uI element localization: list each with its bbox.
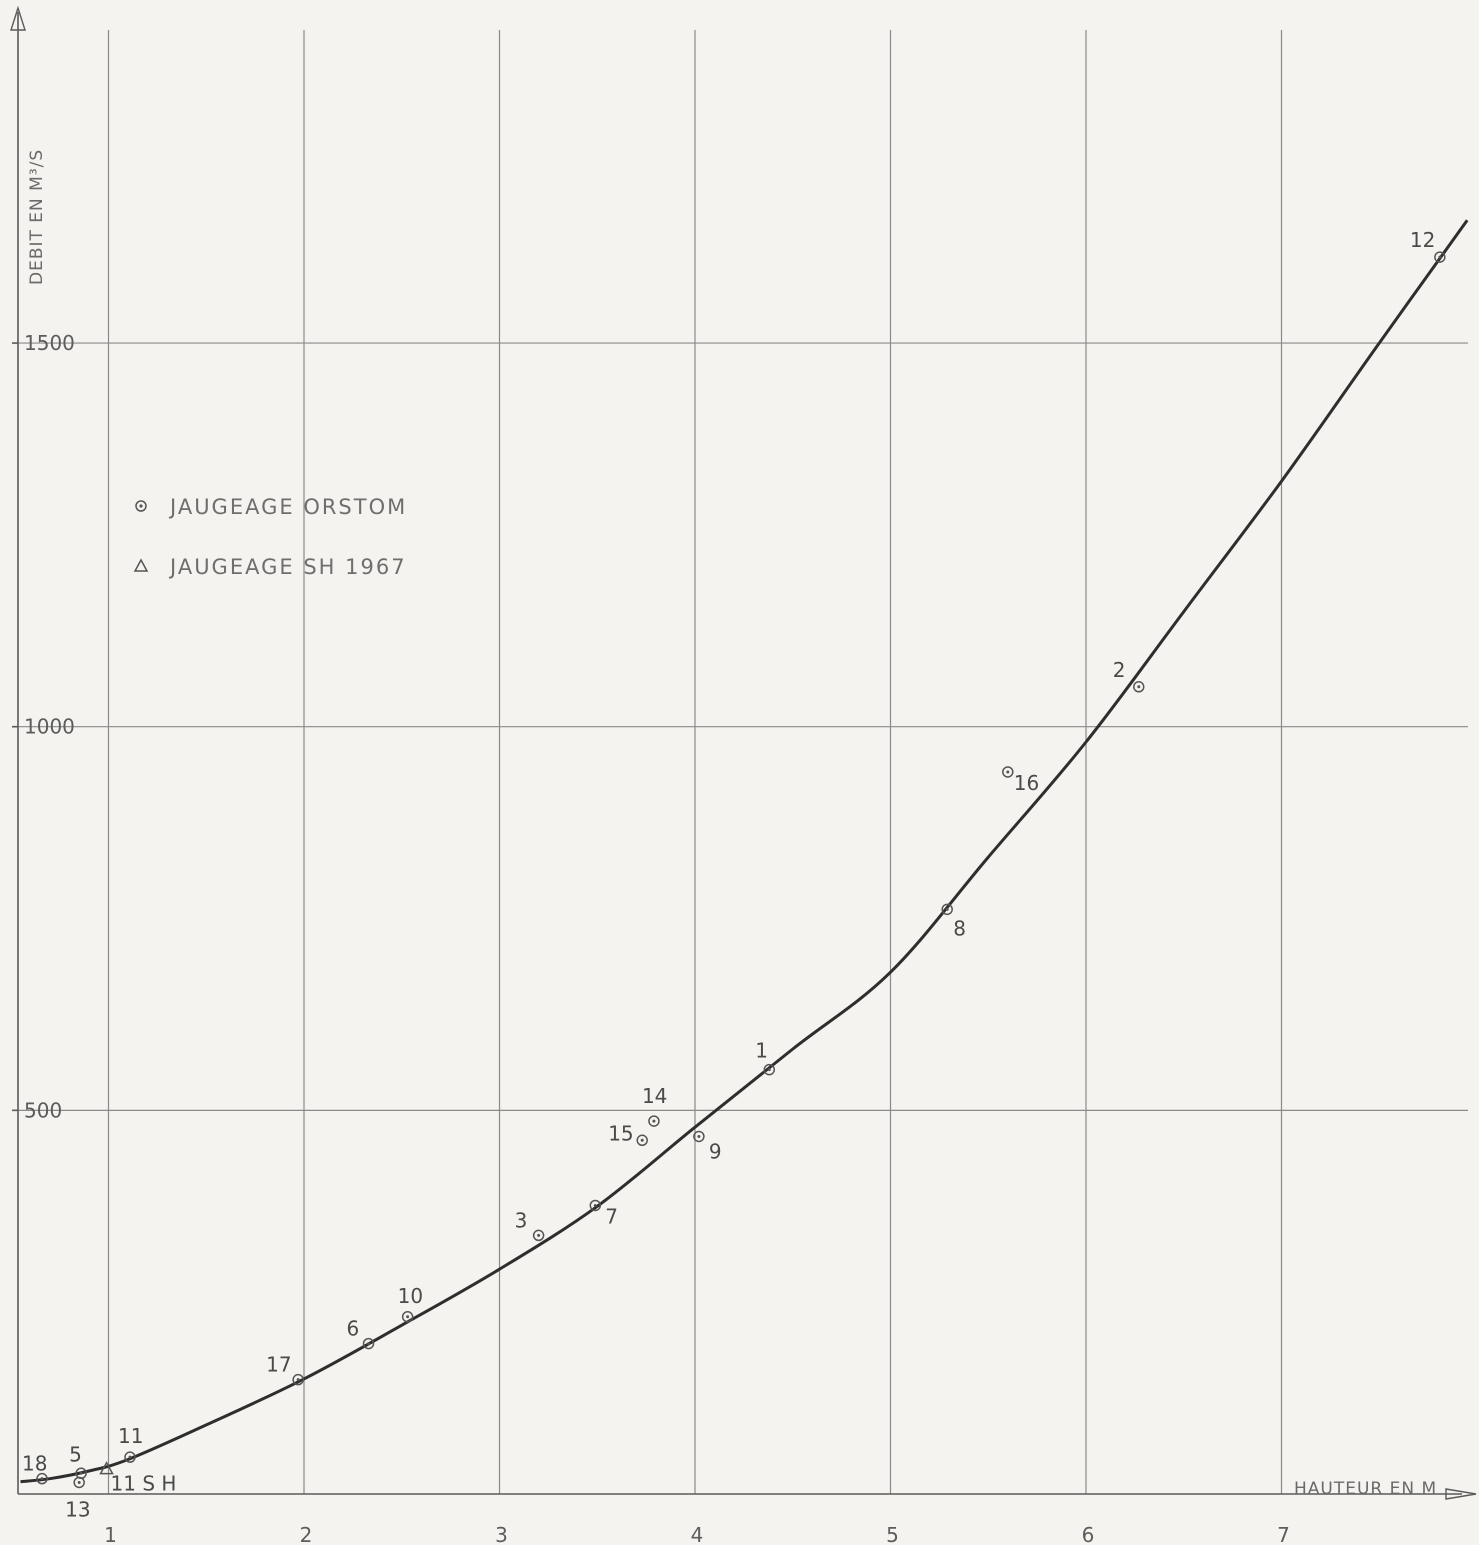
point-center-5 — [79, 1471, 83, 1475]
point-label-2: 2 — [1113, 658, 1126, 682]
point-label-8: 8 — [953, 916, 966, 940]
point-label-18: 18 — [22, 1452, 47, 1476]
point-label-11SH: 11 S H — [111, 1472, 177, 1496]
y-tick-label-500: 500 — [24, 1098, 62, 1122]
axes — [10, 5, 1477, 1500]
rating-curve-line — [20, 219, 1469, 1484]
point-marker-6 — [362, 1337, 375, 1350]
x-tick-label-3: 3 — [495, 1523, 508, 1545]
point-marker-17 — [292, 1373, 304, 1386]
point-marker-18 — [36, 1472, 48, 1485]
x-tick-label-7: 7 — [1277, 1523, 1290, 1545]
point-label-3: 3 — [515, 1208, 528, 1232]
legend-sh-label: JAUGEAGE SH 1967 — [168, 555, 407, 579]
point-center-15 — [640, 1138, 644, 1142]
point-marker-1 — [763, 1063, 776, 1076]
point-marker-11SH — [99, 1461, 114, 1475]
point-label-14: 14 — [642, 1084, 667, 1108]
point-label-9: 9 — [709, 1139, 722, 1163]
x-tick-label-1: 1 — [104, 1523, 117, 1545]
data-points — [36, 251, 1446, 1489]
x-tick-label-2: 2 — [300, 1523, 313, 1545]
legend-sh-icon — [133, 558, 149, 572]
point-center-1 — [767, 1068, 771, 1072]
y-tick-label-1000: 1000 — [24, 715, 75, 739]
legend: JAUGEAGE ORSTOM JAUGEAGE SH 1967 — [133, 495, 407, 579]
y-axis-arrow — [10, 5, 26, 31]
point-center-16 — [1006, 770, 1010, 774]
point-label-13: 13 — [65, 1497, 90, 1521]
point-center-13 — [77, 1480, 81, 1484]
point-label-17: 17 — [266, 1353, 291, 1377]
point-label-1: 1 — [755, 1039, 768, 1063]
point-label-5: 5 — [69, 1442, 82, 1466]
point-center-7 — [593, 1203, 597, 1207]
point-center-17 — [296, 1378, 300, 1382]
point-marker-11 — [124, 1451, 136, 1463]
legend-orstom-label: JAUGEAGE ORSTOM — [168, 495, 407, 519]
point-marker-13 — [73, 1476, 85, 1489]
point-center-14 — [652, 1119, 656, 1123]
point-marker-12 — [1434, 251, 1446, 263]
point-marker-8 — [941, 903, 953, 916]
point-marker-9 — [693, 1130, 705, 1143]
point-label-15: 15 — [608, 1121, 633, 1145]
point-marker-14 — [648, 1115, 660, 1127]
point-center-9 — [697, 1134, 701, 1138]
point-center-2 — [1137, 685, 1141, 689]
legend-orstom-icon — [135, 500, 147, 512]
point-center-18 — [40, 1477, 44, 1481]
y-tick-label-1500: 1500 — [24, 331, 75, 355]
x-axis-arrow — [1445, 1488, 1477, 1500]
y-axis-title-group: DEBIT EN M³/S — [27, 149, 47, 285]
point-center-8 — [945, 907, 949, 911]
x-tick-label-4: 4 — [691, 1523, 704, 1545]
point-label-11: 11 — [118, 1424, 143, 1448]
point-marker-3 — [532, 1229, 545, 1242]
x-axis-title: HAUTEUR EN M — [1294, 1479, 1437, 1499]
point-label-6: 6 — [347, 1317, 360, 1341]
y-axis-title: DEBIT EN M³/S — [27, 149, 47, 285]
point-center-11 — [128, 1455, 132, 1459]
point-label-7: 7 — [605, 1204, 618, 1228]
x-tick-label-6: 6 — [1082, 1523, 1095, 1545]
point-label-16: 16 — [1014, 771, 1039, 795]
point-center-3 — [537, 1233, 541, 1237]
x-tick-label-5: 5 — [886, 1523, 899, 1545]
point-marker-16 — [1002, 766, 1014, 778]
point-marker-7 — [589, 1199, 602, 1212]
point-label-12: 12 — [1410, 228, 1435, 252]
point-center-6 — [367, 1342, 371, 1346]
point-marker-10 — [401, 1311, 414, 1323]
point-center-12 — [1438, 255, 1442, 259]
point-marker-2 — [1133, 681, 1145, 693]
point-label-10: 10 — [398, 1284, 423, 1308]
point-center-10 — [406, 1315, 410, 1319]
point-marker-15 — [636, 1134, 648, 1147]
